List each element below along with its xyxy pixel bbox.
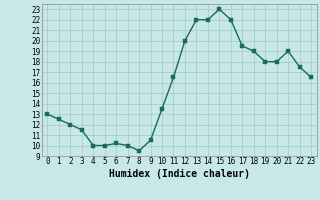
X-axis label: Humidex (Indice chaleur): Humidex (Indice chaleur) xyxy=(109,169,250,179)
